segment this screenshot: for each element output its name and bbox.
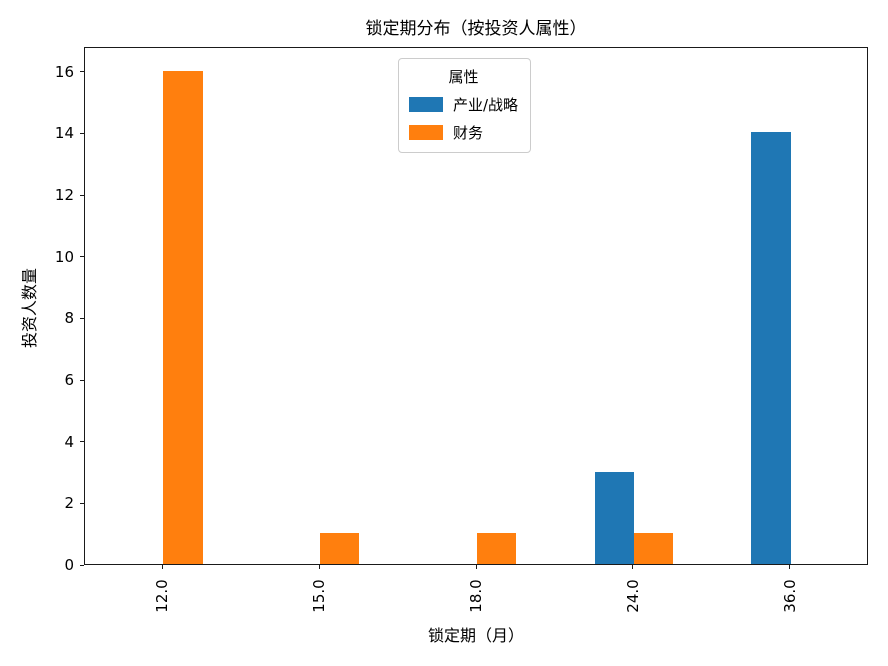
bar-财务-15.0 (320, 533, 360, 564)
y-tick-mark (80, 379, 84, 381)
x-tick-mark (161, 565, 163, 569)
legend-label: 财务 (453, 124, 484, 142)
y-tick-label: 0 (64, 556, 74, 574)
y-tick-mark (80, 256, 84, 258)
legend-swatch-icon (409, 125, 443, 140)
chart-title: 锁定期分布（按投资人属性） (365, 19, 587, 39)
y-tick-label: 16 (54, 62, 74, 81)
legend-rows: 产业/战略财务 (409, 94, 518, 143)
legend-entry-产业/战略: 产业/战略 (409, 94, 518, 115)
y-tick-label: 6 (64, 371, 74, 389)
y-tick-label: 4 (64, 432, 74, 451)
x-tick-label: 15.0 (310, 579, 329, 613)
x-tick-label: 12.0 (153, 579, 172, 613)
y-tick-mark (80, 564, 84, 566)
x-tick-mark (632, 565, 634, 569)
bar-财务-18.0 (477, 533, 517, 564)
bar-财务-24.0 (633, 533, 673, 564)
y-axis-label: 投资人数量 (20, 267, 39, 349)
y-tick-mark (80, 194, 84, 196)
x-tick-label: 24.0 (623, 579, 642, 613)
legend-label: 产业/战略 (453, 96, 519, 114)
y-tick-mark (80, 317, 84, 319)
x-axis-label: 锁定期（月） (427, 626, 524, 645)
legend: 属性 产业/战略财务 (398, 58, 532, 153)
x-tick-mark (318, 565, 320, 569)
y-tick-label: 8 (64, 309, 74, 328)
y-tick-label: 14 (54, 124, 74, 143)
y-tick-label: 12 (54, 186, 74, 204)
y-tick-label: 2 (64, 494, 74, 513)
legend-entry-财务: 财务 (409, 122, 518, 143)
x-tick-label: 36.0 (780, 579, 799, 613)
y-tick-mark (80, 132, 84, 134)
bar-产业/战略-24.0 (594, 471, 634, 564)
legend-swatch-icon (409, 97, 443, 112)
x-tick-label: 18.0 (467, 579, 485, 613)
y-tick-label: 10 (54, 247, 74, 266)
y-tick-mark (80, 441, 84, 443)
bar-财务-12.0 (163, 70, 203, 564)
x-tick-mark (789, 565, 791, 569)
y-tick-mark (80, 71, 84, 73)
legend-title: 属性 (448, 68, 479, 86)
y-tick-mark (80, 502, 84, 504)
bar-产业/战略-36.0 (751, 132, 791, 564)
x-tick-mark (475, 565, 477, 569)
